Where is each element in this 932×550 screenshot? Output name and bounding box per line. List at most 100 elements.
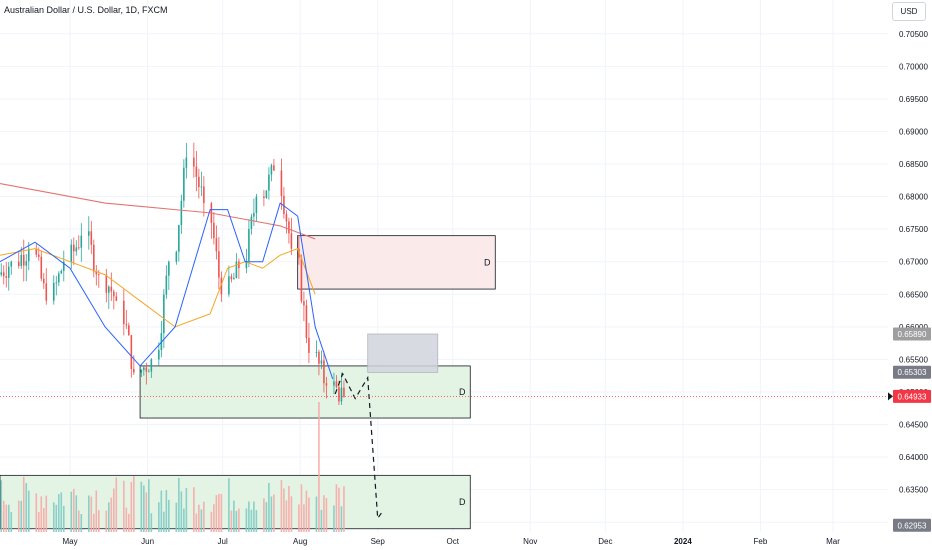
candle-down [130,335,133,370]
volume-bar [283,488,285,532]
candle-up [60,270,63,274]
candle-down [285,214,288,222]
time-tick-label: Feb [754,537,768,546]
volume-bar [338,487,340,532]
demand-zone [139,365,471,419]
volume-bar [235,510,238,532]
volume-bar [62,505,65,532]
candle-down [133,369,135,373]
candle-up [57,273,60,283]
volume-bar [270,496,273,532]
candle-up [55,282,58,284]
volume-bar [93,513,95,532]
candle-up [253,213,255,217]
candle-down [98,274,100,276]
time-tick-label: Nov [523,537,537,546]
volume-bar [343,486,345,532]
candle-down [325,383,328,386]
volume-bar [268,482,270,532]
volume-bar [60,492,63,532]
volume-bar [285,500,288,532]
price-badge [893,327,931,341]
supply-zone [297,235,496,290]
volume-bar [25,483,28,532]
candle-up [340,387,343,402]
volume-bar [7,504,10,532]
time-axis[interactable]: May Jun Jul Aug Sep Oct Nov Dec 2024 Feb Mar [62,537,840,546]
candle-up [235,261,238,278]
candle-down [300,257,303,302]
price-axis[interactable]: 0.70500 0.70000 0.69500 0.69000 0.68500 0.680… [899,30,928,527]
volume-bar [265,502,268,532]
candle-down [323,360,325,384]
candle-up [62,261,65,271]
volume-bar [52,502,55,532]
price-tick-label: 0.63500 [899,486,928,495]
price-badge [893,365,931,379]
volume-bar [193,487,195,532]
volume-bar [185,488,188,532]
volume-bar [230,510,233,532]
price-badge-label: 0.64933 [898,392,927,401]
volume-bar [195,513,198,532]
currency-button[interactable]: USD [892,2,926,21]
candle-up [70,244,73,262]
candle-up [20,254,23,267]
volume-bar [77,510,80,532]
time-tick-label: 2024 [674,537,692,546]
volume-bar [178,477,180,532]
volume-bar [288,485,290,532]
price-tick-label: 0.67000 [899,258,928,267]
volume-bar [228,478,230,532]
zone-label: D [459,497,466,507]
volume-bar [42,508,45,532]
volume-bar [70,491,73,532]
volume-bar [305,490,308,532]
volume-bar [335,484,338,532]
volume-bar [320,509,323,532]
volume-bar [303,504,305,532]
candle-down [77,247,80,249]
time-tick-label: Mar [826,537,840,546]
candle-down [213,222,215,239]
price-tick-label: 0.64000 [899,453,928,462]
candle-up [25,261,28,266]
volume-bar [88,495,90,532]
candle-down [343,387,345,397]
volume-bar [340,506,343,532]
volume-bar [210,511,213,532]
candle-up [270,165,273,175]
candle-down [198,176,200,188]
volume-bar [140,481,143,532]
candle-down [72,244,75,252]
candle-down [318,351,320,364]
volume-bar [158,502,160,532]
volume-bar [168,499,170,532]
time-tick-label: Aug [293,537,307,546]
candle-down [335,381,338,388]
volume-bar [0,480,3,532]
zones-layer: D D D [0,235,496,530]
volume-bar [218,493,220,532]
zone-label: D [459,387,466,397]
price-tick-label: 0.66500 [899,290,928,299]
candle-down [45,283,48,301]
price-tick-label: 0.70000 [899,62,928,71]
candle-down [90,231,93,245]
candle-up [165,275,168,295]
volume-bar [290,496,293,532]
candle-down [128,325,130,336]
moving-average-line [0,183,316,240]
candle-up [140,369,143,373]
volume-bar [125,507,128,532]
moving-averages [0,183,334,380]
volume-bar [2,500,5,532]
candle-up [268,174,270,191]
volume-bar [5,504,8,532]
candle-up [80,235,83,248]
price-badge-label: 0.62953 [898,521,927,530]
candle-down [303,301,305,306]
volume-bar [233,500,235,532]
volume-bar [323,495,325,532]
